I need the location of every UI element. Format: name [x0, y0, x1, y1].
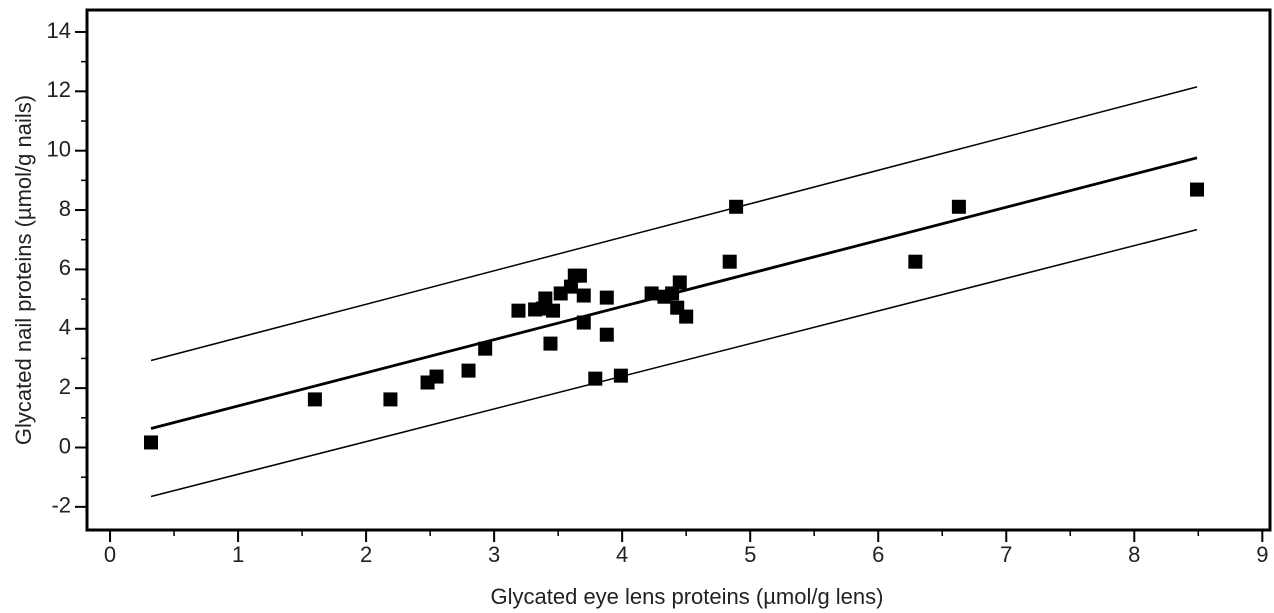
x-tick-label: 6: [872, 542, 884, 567]
scatter-point: [722, 254, 737, 269]
fit-line: [150, 86, 1198, 362]
scatter-point: [563, 279, 578, 294]
y-tick-label: 8: [59, 196, 71, 221]
scatter-point: [599, 290, 614, 305]
x-tick-label: 8: [1128, 542, 1140, 567]
y-tick-label: 14: [47, 18, 71, 43]
x-tick-label: 0: [104, 542, 116, 567]
scatter-point: [1190, 182, 1205, 197]
scatter-point: [576, 315, 591, 330]
scatter-point: [672, 275, 687, 290]
scatter-point: [461, 363, 476, 378]
x-tick-label: 1: [232, 542, 244, 567]
y-tick-label: 6: [59, 255, 71, 280]
scatter-point: [543, 336, 558, 351]
y-tick-label: 4: [59, 315, 71, 340]
scatter-point: [679, 309, 694, 324]
scatter-point: [665, 286, 680, 301]
plot-frame: [85, 8, 1272, 532]
scatter-point: [572, 268, 587, 283]
scatter-point: [588, 371, 603, 386]
x-tick-label: 5: [744, 542, 756, 567]
fit-line: [150, 228, 1198, 498]
y-axis-label: Glycated nail proteins (µmol/g nails): [11, 95, 36, 445]
scatter-point: [644, 286, 659, 301]
scatter-point: [511, 303, 526, 318]
scatter-point: [576, 288, 591, 303]
scatter-point: [729, 199, 744, 214]
scatter-point: [429, 369, 444, 384]
scatter-point: [307, 392, 322, 407]
x-tick-label: 3: [488, 542, 500, 567]
y-tick-label: 2: [59, 374, 71, 399]
x-tick-label: 4: [616, 542, 628, 567]
scatter-point: [613, 368, 628, 383]
y-tick-label: 12: [47, 77, 71, 102]
x-tick-label: 2: [360, 542, 372, 567]
y-tick-label: -2: [51, 493, 71, 518]
y-tick-label: 0: [59, 433, 71, 458]
scatter-point: [546, 303, 561, 318]
x-tick-label: 9: [1256, 542, 1268, 567]
scatter-point: [951, 199, 966, 214]
y-tick-label: 10: [47, 136, 71, 161]
scatter-point: [478, 341, 493, 356]
x-axis-label: Glycated eye lens proteins (µmol/g lens): [491, 584, 884, 609]
scatter-point: [599, 327, 614, 342]
x-tick-label: 7: [1000, 542, 1012, 567]
scatter-point: [383, 392, 398, 407]
scatter-point: [144, 435, 159, 450]
scatter-point: [538, 291, 553, 306]
scatter-point: [908, 254, 923, 269]
